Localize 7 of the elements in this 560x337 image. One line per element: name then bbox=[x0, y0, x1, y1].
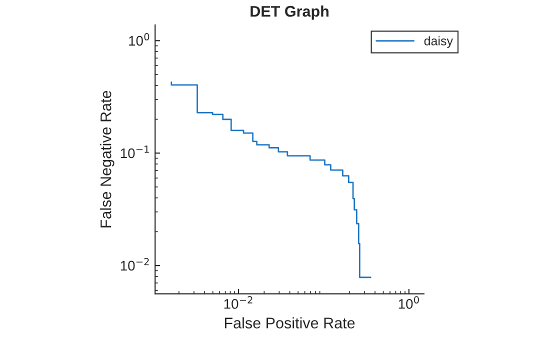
x-axis-title: False Positive Rate bbox=[224, 317, 355, 328]
y-axis-title: False Negative Rate bbox=[100, 90, 114, 228]
chart-title: DET Graph bbox=[250, 6, 328, 20]
y-tick-label: 10$^{−2}$ bbox=[120, 258, 149, 271]
y-tick-label: 10$^{−1}$ bbox=[120, 146, 149, 158]
legend-label: daisy bbox=[424, 36, 453, 48]
y-tick-label: 10$^{0}$ bbox=[129, 33, 150, 46]
